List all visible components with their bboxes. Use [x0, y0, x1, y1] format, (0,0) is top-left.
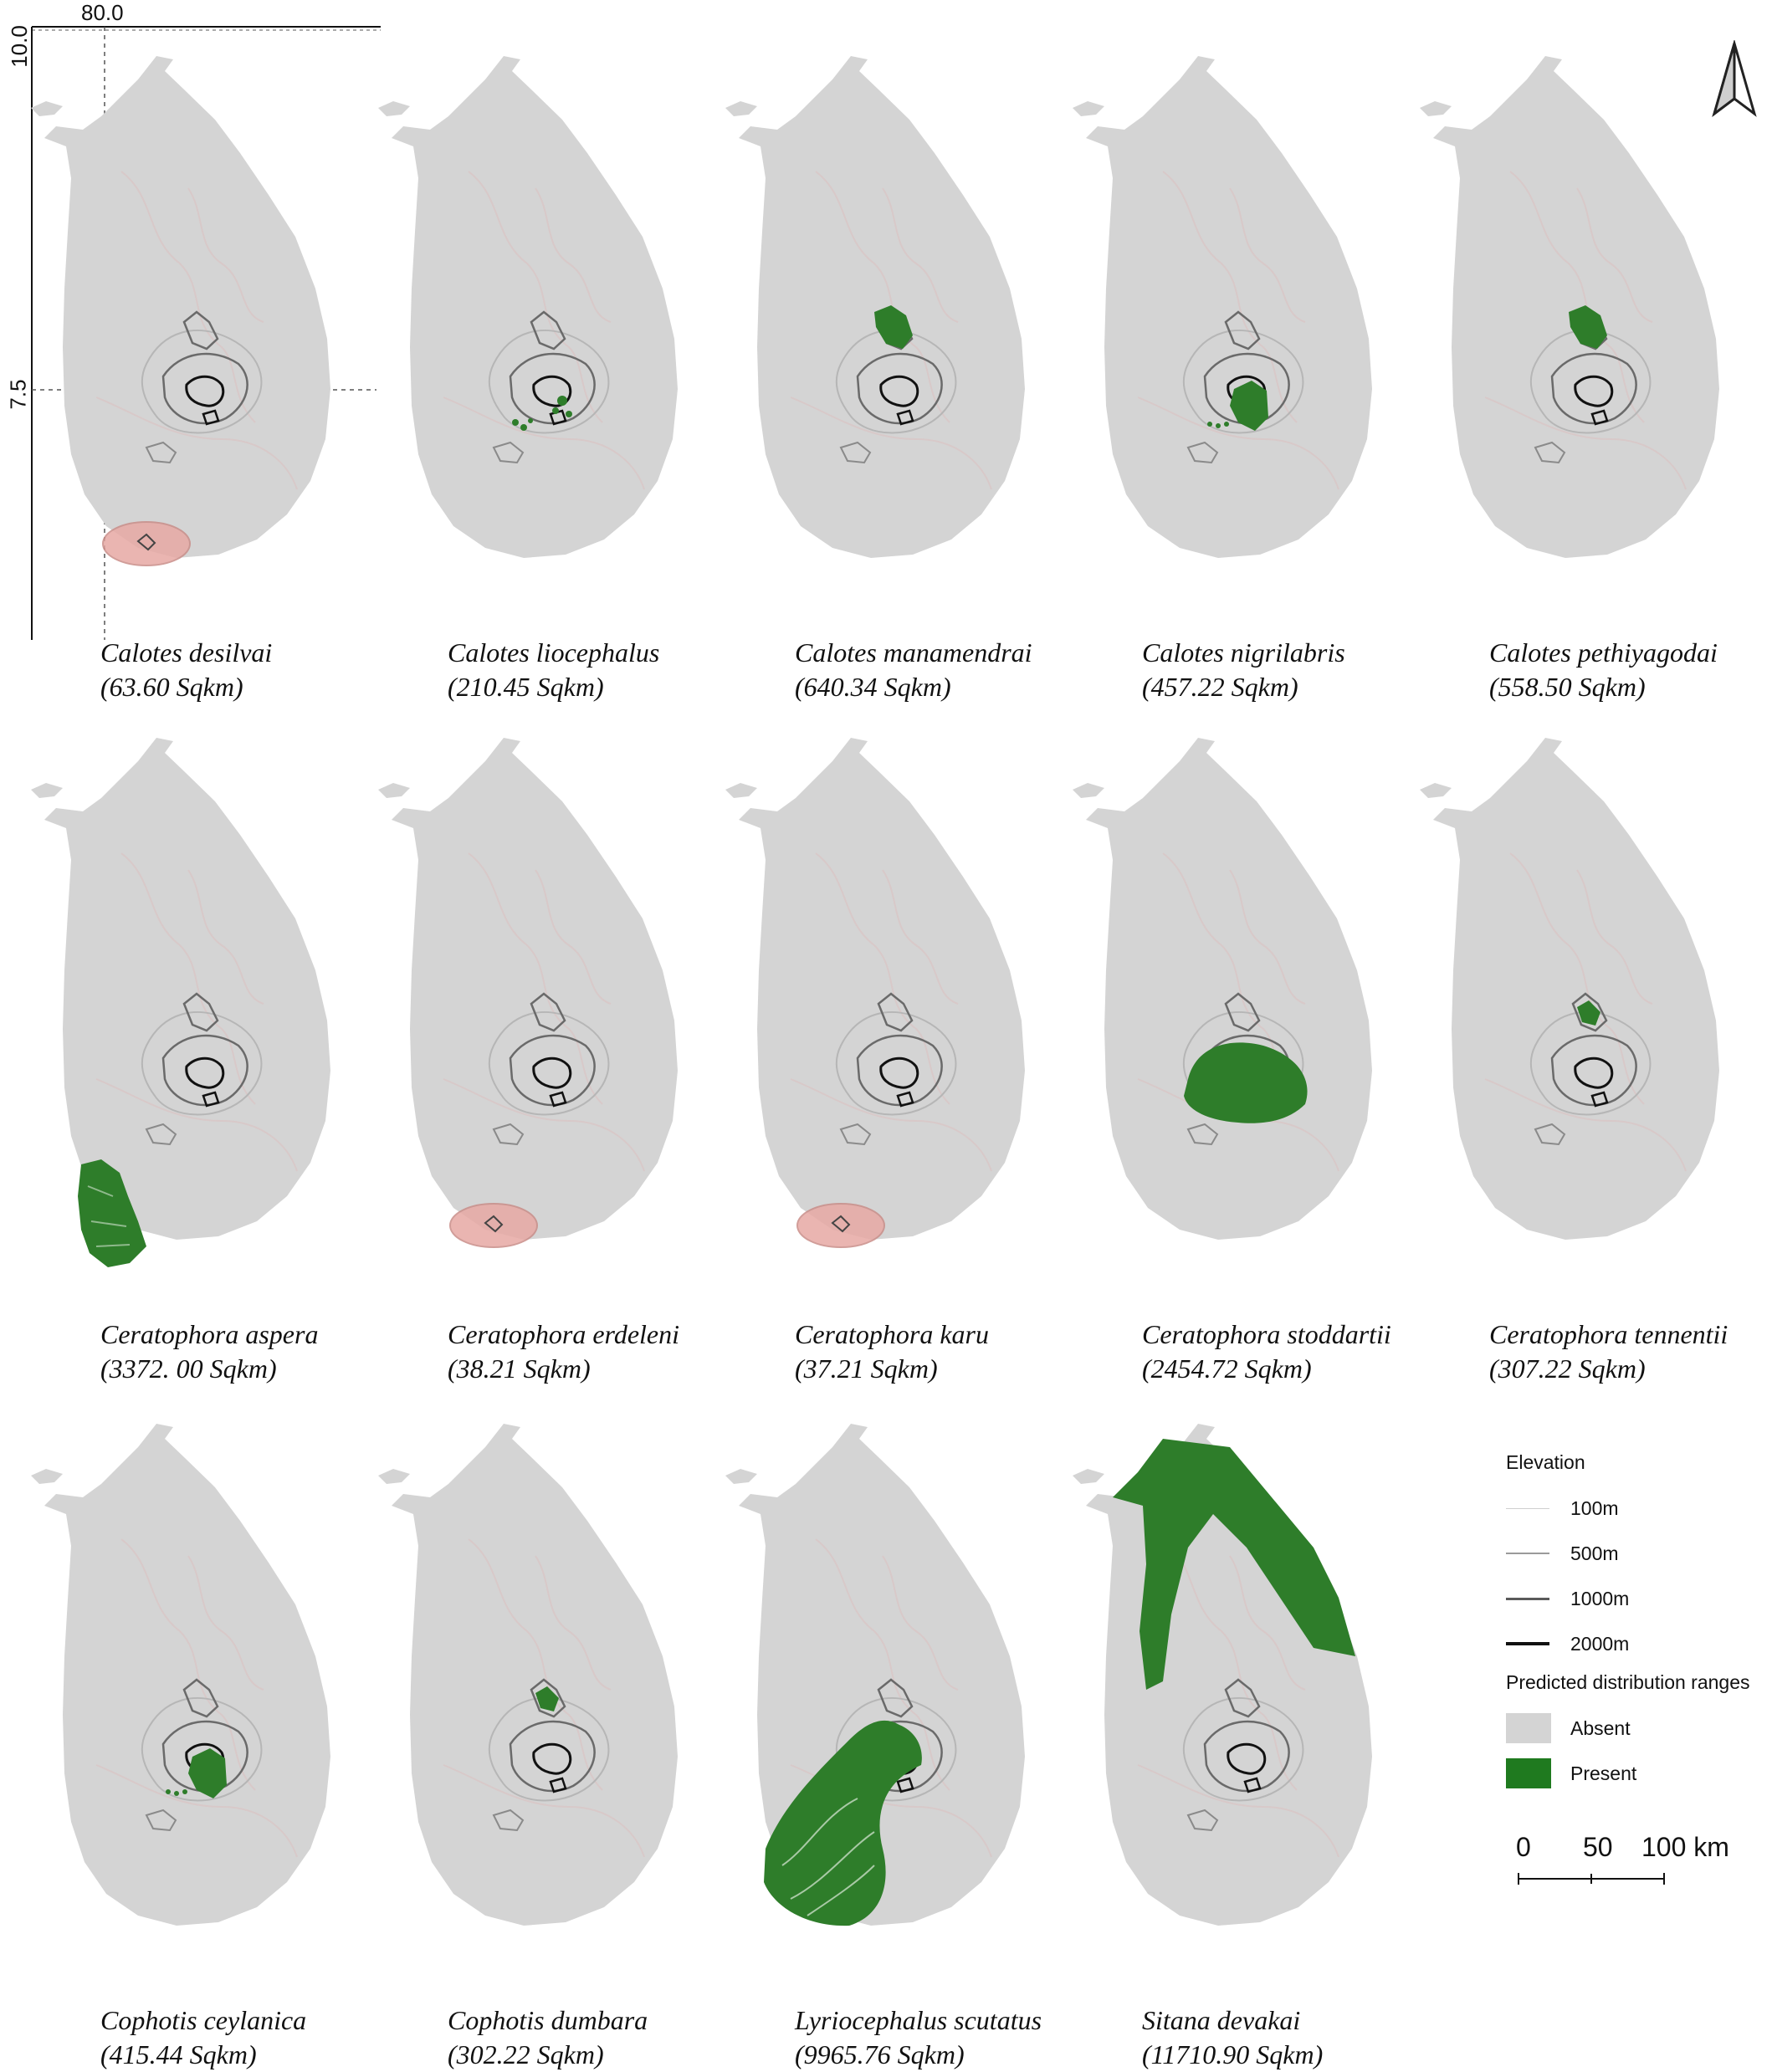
- species-area: (415.44 Sqkm): [100, 2039, 257, 2069]
- species-name: Calotes liocephalus: [448, 637, 660, 668]
- scale-bar: 0 50 100 km: [1516, 1832, 1767, 1893]
- elevation-legend-row: 100m: [1506, 1486, 1765, 1531]
- elevation-line-icon: [1506, 1507, 1549, 1509]
- species-caption: Ceratophora karu (37.21 Sqkm): [795, 1317, 1146, 1386]
- species-name: Ceratophora tennentii: [1489, 1319, 1728, 1349]
- scale-label-0: 0: [1516, 1832, 1531, 1862]
- species-caption: Calotes liocephalus (210.45 Sqkm): [448, 636, 799, 704]
- species-area: (63.60 Sqkm): [100, 672, 243, 702]
- species-name: Calotes nigrilabris: [1142, 637, 1345, 668]
- species-caption: Cophotis dumbara (302.22 Sqkm): [448, 2003, 799, 2072]
- map-panel: Ceratophora karu (37.21 Sqkm): [715, 728, 1033, 1384]
- elevation-label: 2000m: [1570, 1632, 1630, 1655]
- species-name: Ceratophora karu: [795, 1319, 989, 1349]
- sri-lanka-map: [1073, 738, 1372, 1240]
- map-panel: Ceratophora erdeleni (38.21 Sqkm): [368, 728, 686, 1384]
- species-name: Calotes pethiyagodai: [1489, 637, 1718, 668]
- distribution-legend-row: Present: [1506, 1751, 1765, 1796]
- sri-lanka-map: [378, 56, 678, 558]
- species-caption: Calotes manamendrai (640.34 Sqkm): [795, 636, 1146, 704]
- sri-lanka-map: [378, 738, 678, 1248]
- species-name: Ceratophora stoddartii: [1142, 1319, 1391, 1349]
- species-area: (302.22 Sqkm): [448, 2039, 604, 2069]
- species-caption: Calotes pethiyagodai (558.50 Sqkm): [1489, 636, 1772, 704]
- map-panel: Calotes liocephalus (210.45 Sqkm): [368, 46, 686, 702]
- species-area: (3372. 00 Sqkm): [100, 1353, 277, 1384]
- species-caption: Ceratophora stoddartii (2454.72 Sqkm): [1142, 1317, 1493, 1386]
- sri-lanka-map: [1073, 1424, 1372, 1926]
- map-panel: Cophotis ceylanica (415.44 Sqkm): [21, 1414, 339, 2069]
- species-caption: Ceratophora tennentii (307.22 Sqkm): [1489, 1317, 1772, 1386]
- north-arrow-icon: [1712, 40, 1757, 117]
- sri-lanka-map: [725, 1424, 1025, 1926]
- species-caption: Ceratophora erdeleni (38.21 Sqkm): [448, 1317, 799, 1386]
- elevation-label: 1000m: [1570, 1587, 1630, 1609]
- species-name: Lyriocephalus scutatus: [795, 2005, 1042, 2035]
- species-caption: Cophotis ceylanica (415.44 Sqkm): [100, 2003, 452, 2072]
- species-name: Sitana devakai: [1142, 2005, 1301, 2035]
- scale-label-50: 50: [1583, 1832, 1613, 1862]
- sri-lanka-map: [725, 56, 1025, 558]
- species-name: Calotes desilvai: [100, 637, 273, 668]
- species-caption: Calotes nigrilabris (457.22 Sqkm): [1142, 636, 1493, 704]
- species-area: (37.21 Sqkm): [795, 1353, 938, 1384]
- map-panel: Sitana devakai (11710.90 Sqkm): [1063, 1414, 1380, 2069]
- sri-lanka-map: [31, 738, 330, 1267]
- species-area: (457.22 Sqkm): [1142, 672, 1298, 702]
- map-panel: Ceratophora tennentii (307.22 Sqkm): [1410, 728, 1728, 1384]
- elevation-line-icon: [1506, 1553, 1549, 1554]
- map-panel: Lyriocephalus scutatus (9965.76 Sqkm): [715, 1414, 1042, 2069]
- map-panel: Calotes pethiyagodai (558.50 Sqkm): [1410, 46, 1728, 702]
- distribution-label: Absent: [1570, 1716, 1631, 1739]
- elevation-line-icon: [1506, 1642, 1549, 1645]
- species-area: (9965.76 Sqkm): [795, 2039, 965, 2069]
- species-name: Calotes manamendrai: [795, 637, 1032, 668]
- map-panel: Calotes manamendrai (640.34 Sqkm): [715, 46, 1033, 702]
- sri-lanka-map: [378, 1424, 678, 1926]
- species-name: Cophotis ceylanica: [100, 2005, 307, 2035]
- elevation-legend-row: 1000m: [1506, 1576, 1765, 1621]
- elevation-label: 100m: [1570, 1496, 1619, 1519]
- species-area: (38.21 Sqkm): [448, 1353, 591, 1384]
- map-legend: Elevation 100m 500m 1000m 2000m Predicte…: [1506, 1451, 1765, 1796]
- distribution-swatch: [1506, 1758, 1551, 1788]
- species-area: (210.45 Sqkm): [448, 672, 604, 702]
- elevation-legend-row: 500m: [1506, 1531, 1765, 1576]
- species-area: (558.50 Sqkm): [1489, 672, 1646, 702]
- scale-bar-line: [1518, 1873, 1665, 1885]
- sri-lanka-map: [31, 56, 330, 566]
- distribution-legend-title: Predicted distribution ranges: [1506, 1671, 1750, 1693]
- distribution-swatch: [1506, 1713, 1551, 1743]
- species-area: (640.34 Sqkm): [795, 672, 951, 702]
- species-area: (307.22 Sqkm): [1489, 1353, 1646, 1384]
- sri-lanka-map: [1420, 738, 1719, 1240]
- species-area: (11710.90 Sqkm): [1142, 2039, 1324, 2069]
- map-panel: Ceratophora aspera (3372. 00 Sqkm): [21, 728, 339, 1384]
- longitude-label: 80.0: [81, 0, 124, 25]
- sri-lanka-map: [31, 1424, 330, 1926]
- species-name: Ceratophora aspera: [100, 1319, 319, 1349]
- species-area: (2454.72 Sqkm): [1142, 1353, 1312, 1384]
- species-caption: Calotes desilvai (63.60 Sqkm): [100, 636, 452, 704]
- map-panel: Cophotis dumbara (302.22 Sqkm): [368, 1414, 686, 2069]
- scale-label-100: 100 km: [1641, 1832, 1729, 1862]
- distribution-legend-row: Absent: [1506, 1706, 1765, 1751]
- species-name: Ceratophora erdeleni: [448, 1319, 679, 1349]
- sri-lanka-map: [1073, 56, 1372, 558]
- species-caption: Ceratophora aspera (3372. 00 Sqkm): [100, 1317, 452, 1386]
- sri-lanka-map: [1420, 56, 1719, 558]
- elevation-line-icon: [1506, 1597, 1549, 1600]
- species-caption: Lyriocephalus scutatus (9965.76 Sqkm): [795, 2003, 1146, 2072]
- species-name: Cophotis dumbara: [448, 2005, 648, 2035]
- elevation-legend-title: Elevation: [1506, 1451, 1585, 1473]
- elevation-legend-row: 2000m: [1506, 1621, 1765, 1666]
- species-caption: Sitana devakai (11710.90 Sqkm): [1142, 2003, 1493, 2072]
- map-panel: Ceratophora stoddartii (2454.72 Sqkm): [1063, 728, 1391, 1384]
- map-panel: Calotes desilvai (63.60 Sqkm): [21, 46, 339, 702]
- sri-lanka-map: [725, 738, 1025, 1248]
- elevation-label: 500m: [1570, 1542, 1619, 1564]
- map-panel: Calotes nigrilabris (457.22 Sqkm): [1063, 46, 1380, 702]
- distribution-label: Present: [1570, 1762, 1637, 1784]
